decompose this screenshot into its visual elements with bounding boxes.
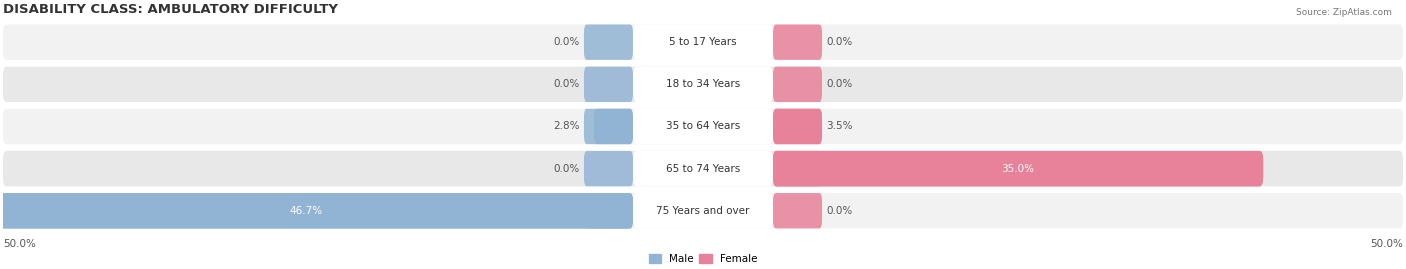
FancyBboxPatch shape: [583, 193, 633, 228]
Text: 0.0%: 0.0%: [554, 164, 579, 174]
FancyBboxPatch shape: [773, 24, 823, 60]
FancyBboxPatch shape: [583, 24, 633, 60]
Text: 0.0%: 0.0%: [554, 37, 579, 47]
FancyBboxPatch shape: [633, 193, 773, 228]
FancyBboxPatch shape: [583, 151, 633, 186]
Text: 0.0%: 0.0%: [827, 79, 852, 89]
Text: 18 to 34 Years: 18 to 34 Years: [666, 79, 740, 89]
FancyBboxPatch shape: [633, 67, 773, 102]
FancyBboxPatch shape: [583, 109, 633, 144]
Text: 35 to 64 Years: 35 to 64 Years: [666, 122, 740, 132]
FancyBboxPatch shape: [773, 109, 823, 144]
FancyBboxPatch shape: [773, 151, 1263, 186]
FancyBboxPatch shape: [773, 151, 823, 186]
Text: 5 to 17 Years: 5 to 17 Years: [669, 37, 737, 47]
FancyBboxPatch shape: [633, 24, 773, 60]
Text: 3.5%: 3.5%: [827, 122, 853, 132]
Text: 46.7%: 46.7%: [290, 206, 322, 216]
FancyBboxPatch shape: [3, 24, 1403, 60]
FancyBboxPatch shape: [773, 193, 823, 228]
FancyBboxPatch shape: [3, 67, 1403, 102]
FancyBboxPatch shape: [773, 151, 1263, 186]
FancyBboxPatch shape: [593, 109, 633, 144]
FancyBboxPatch shape: [633, 151, 773, 186]
FancyBboxPatch shape: [3, 151, 1403, 186]
FancyBboxPatch shape: [583, 67, 633, 102]
FancyBboxPatch shape: [3, 109, 1403, 144]
FancyBboxPatch shape: [0, 193, 633, 228]
Text: 0.0%: 0.0%: [827, 37, 852, 47]
Text: 35.0%: 35.0%: [1001, 164, 1035, 174]
Text: 75 Years and over: 75 Years and over: [657, 206, 749, 216]
Text: 0.0%: 0.0%: [827, 206, 852, 216]
FancyBboxPatch shape: [773, 67, 823, 102]
Legend: Male, Female: Male, Female: [644, 250, 762, 268]
FancyBboxPatch shape: [633, 109, 773, 144]
Text: DISABILITY CLASS: AMBULATORY DIFFICULTY: DISABILITY CLASS: AMBULATORY DIFFICULTY: [3, 3, 337, 16]
FancyBboxPatch shape: [0, 193, 633, 228]
Text: 0.0%: 0.0%: [554, 79, 579, 89]
Text: 65 to 74 Years: 65 to 74 Years: [666, 164, 740, 174]
FancyBboxPatch shape: [773, 109, 823, 144]
FancyBboxPatch shape: [3, 193, 1403, 228]
Text: 2.8%: 2.8%: [553, 122, 579, 132]
Text: 50.0%: 50.0%: [3, 239, 35, 249]
Text: 50.0%: 50.0%: [1371, 239, 1403, 249]
Text: Source: ZipAtlas.com: Source: ZipAtlas.com: [1296, 8, 1392, 17]
